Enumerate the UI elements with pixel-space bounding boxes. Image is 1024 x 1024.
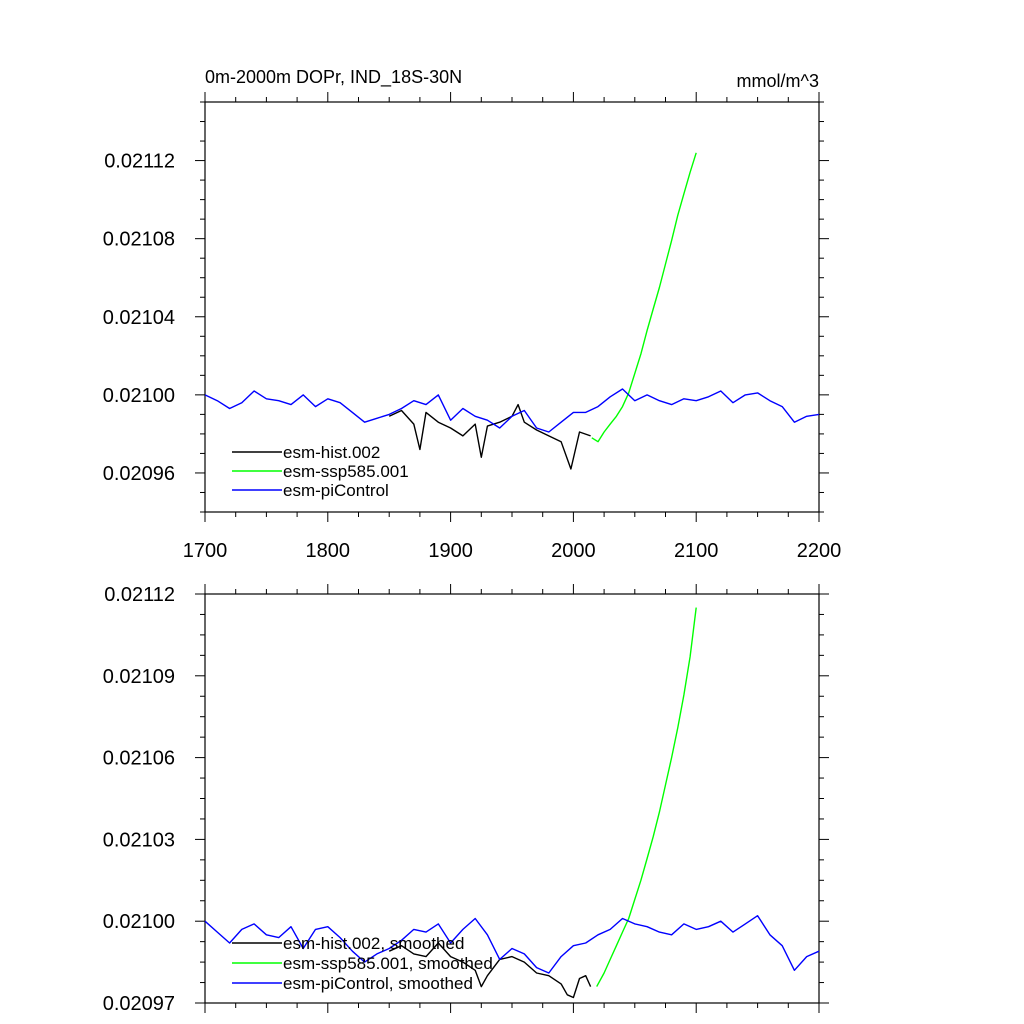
series-line: [388, 403, 591, 470]
chart-title: 0m-2000m DOPr, IND_18S-30N: [205, 67, 462, 88]
x-tick-label: 1900: [428, 540, 473, 562]
x-tick-label: 2200: [797, 540, 842, 562]
y-tick-label: 0.02106: [103, 748, 175, 770]
legend-label: esm-hist.002, smoothed: [283, 934, 464, 953]
x-tick-label: 1700: [183, 540, 228, 562]
chart-panel-bottom: 0.02097 0.02100 0.02103 0.02106 0.02109 0.021…: [103, 584, 829, 1015]
y-tick-label: 0.02112: [104, 584, 175, 606]
legend-label: esm-piControl, smoothed: [283, 974, 473, 993]
chart-panel-top: 0m-2000m DOPr, IND_18S-30N mmol/m^3 1700…: [103, 67, 842, 562]
y-tick-label: 0.02112: [104, 151, 175, 173]
x-tick-label: 1800: [306, 540, 351, 562]
chart-units: mmol/m^3: [737, 71, 819, 91]
y-tick-label: 0.02109: [103, 666, 175, 688]
legend-label: esm-piControl: [283, 481, 389, 500]
series-line: [591, 152, 697, 443]
y-tick-label: 0.02100: [103, 385, 175, 407]
x-tick-label: 2100: [674, 540, 719, 562]
legend-label: esm-hist.002: [283, 443, 380, 462]
legend-label: esm-ssp585.001, smoothed: [283, 954, 493, 973]
y-tick-label: 0.02104: [103, 307, 175, 329]
legend-label: esm-ssp585.001: [283, 462, 409, 481]
y-tick-label: 0.02096: [103, 463, 175, 485]
series-line: [596, 607, 697, 987]
y-tick-label: 0.02100: [103, 911, 175, 933]
series-line: [204, 388, 820, 433]
series-line: [204, 915, 820, 974]
x-tick-label: 2000: [551, 540, 596, 562]
y-tick-label: 0.02108: [103, 229, 175, 251]
y-tick-label: 0.02097: [103, 993, 175, 1015]
y-tick-label: 0.02103: [103, 829, 175, 851]
